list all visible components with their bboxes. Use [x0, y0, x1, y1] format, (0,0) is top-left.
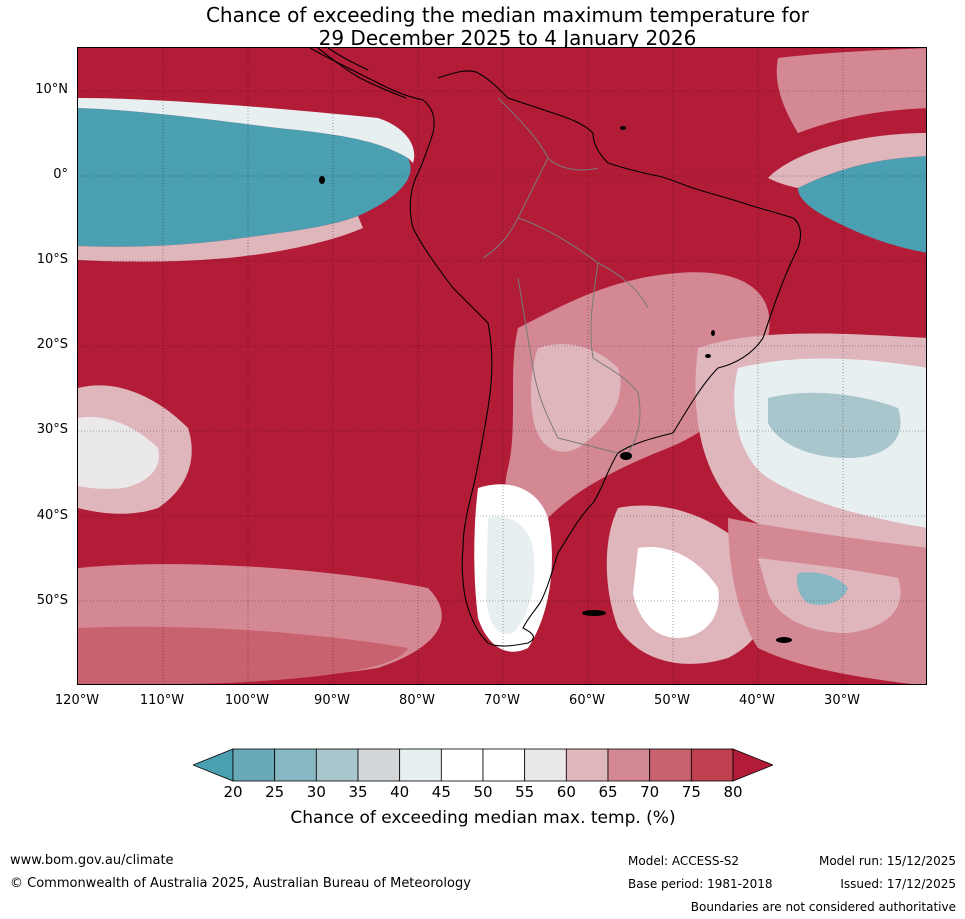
colour-bar-tick-label: 70: [640, 783, 660, 801]
lat-label-20s: 20°S: [36, 337, 68, 352]
title-line-2: 29 December 2025 to 4 January 2026: [318, 26, 697, 50]
title-line-1: Chance of exceeding the median maximum t…: [205, 3, 810, 27]
lon-label-30w: 30°W: [824, 693, 860, 708]
colour-bar-segment: [649, 748, 692, 782]
lon-label-110w: 110°W: [139, 693, 185, 708]
map-panel: [77, 47, 927, 685]
lat-label-30s: 30°S: [36, 422, 68, 437]
lon-label-90w: 90°W: [314, 693, 350, 708]
colour-bar-segment: [690, 748, 734, 782]
lat-label-40s: 40°S: [36, 508, 68, 523]
lon-label-80w: 80°W: [399, 693, 435, 708]
country-borders: [482, 97, 649, 454]
colour-bar-tick-label: 45: [431, 783, 451, 801]
colour-bar-segment: [565, 748, 609, 782]
footer-disclaimer: Boundaries are not considered authoritat…: [690, 900, 956, 914]
pale-area-south-america: [505, 272, 770, 521]
lon-label-120w: 120°W: [54, 693, 100, 708]
footer-issued: Issued: 17/12/2025: [840, 877, 956, 891]
map-title: Chance of exceeding the median maximum t…: [0, 4, 965, 50]
lon-label-40w: 40°W: [739, 693, 775, 708]
cool-band-pacific: [78, 108, 411, 247]
colour-bar-segment: [399, 748, 442, 782]
colour-bar-segment: [482, 748, 526, 782]
islands: [319, 126, 792, 643]
colour-bar: [193, 748, 773, 782]
lat-label-10s: 10°S: [36, 252, 68, 267]
colour-bar-tick-label: 30: [306, 783, 326, 801]
lon-label-100w: 100°W: [224, 693, 270, 708]
colour-bar-segment: [607, 748, 651, 782]
colour-bar-tick-label: 55: [515, 783, 535, 801]
colour-bar-extend-high: [732, 748, 773, 782]
colour-bar-tick-label: 65: [598, 783, 618, 801]
colour-bar-tick-label: 20: [223, 783, 243, 801]
coastline-south-america: [309, 48, 802, 647]
footer-copyright: © Commonwealth of Australia 2025, Austra…: [10, 876, 471, 891]
colour-bar-tick-label: 60: [556, 783, 576, 801]
lat-label-10n: 10°N: [35, 82, 68, 97]
colour-bar-tick-label: 25: [265, 783, 285, 801]
footer-model: Model: ACCESS-S2: [628, 854, 740, 868]
footer-url: www.bom.gov.au/climate: [10, 853, 174, 868]
lon-label-70w: 70°W: [484, 693, 520, 708]
lat-label-0: 0°: [53, 167, 68, 182]
footer-base-period: Base period: 1981-2018: [628, 877, 773, 891]
graticule: [78, 48, 926, 684]
colour-bar-label: Chance of exceeding median max. temp. (%…: [290, 808, 676, 828]
colour-bar-segment: [315, 748, 359, 782]
colour-bar-tick-label: 40: [390, 783, 410, 801]
colour-bar-tick-label: 35: [348, 783, 368, 801]
cool-band-atlantic: [798, 156, 926, 253]
colour-bar-segment: [524, 748, 567, 782]
colour-bar-segment: [440, 748, 484, 782]
colour-bar-tick-label: 75: [681, 783, 701, 801]
probability-map: [78, 48, 926, 684]
colour-bar-segment: [274, 748, 317, 782]
colour-bar-segment: [232, 748, 276, 782]
colour-bar-tick-label: 80: [723, 783, 743, 801]
colour-bar-extend-low: [193, 748, 234, 782]
colour-bar-segment: [357, 748, 401, 782]
lon-label-60w: 60°W: [569, 693, 605, 708]
coastline-central-america: [317, 48, 407, 99]
lat-label-50s: 50°S: [36, 593, 68, 608]
lon-label-50w: 50°W: [654, 693, 690, 708]
footer-model-run: Model run: 15/12/2025: [818, 854, 956, 868]
colour-bar-tick-label: 50: [473, 783, 493, 801]
